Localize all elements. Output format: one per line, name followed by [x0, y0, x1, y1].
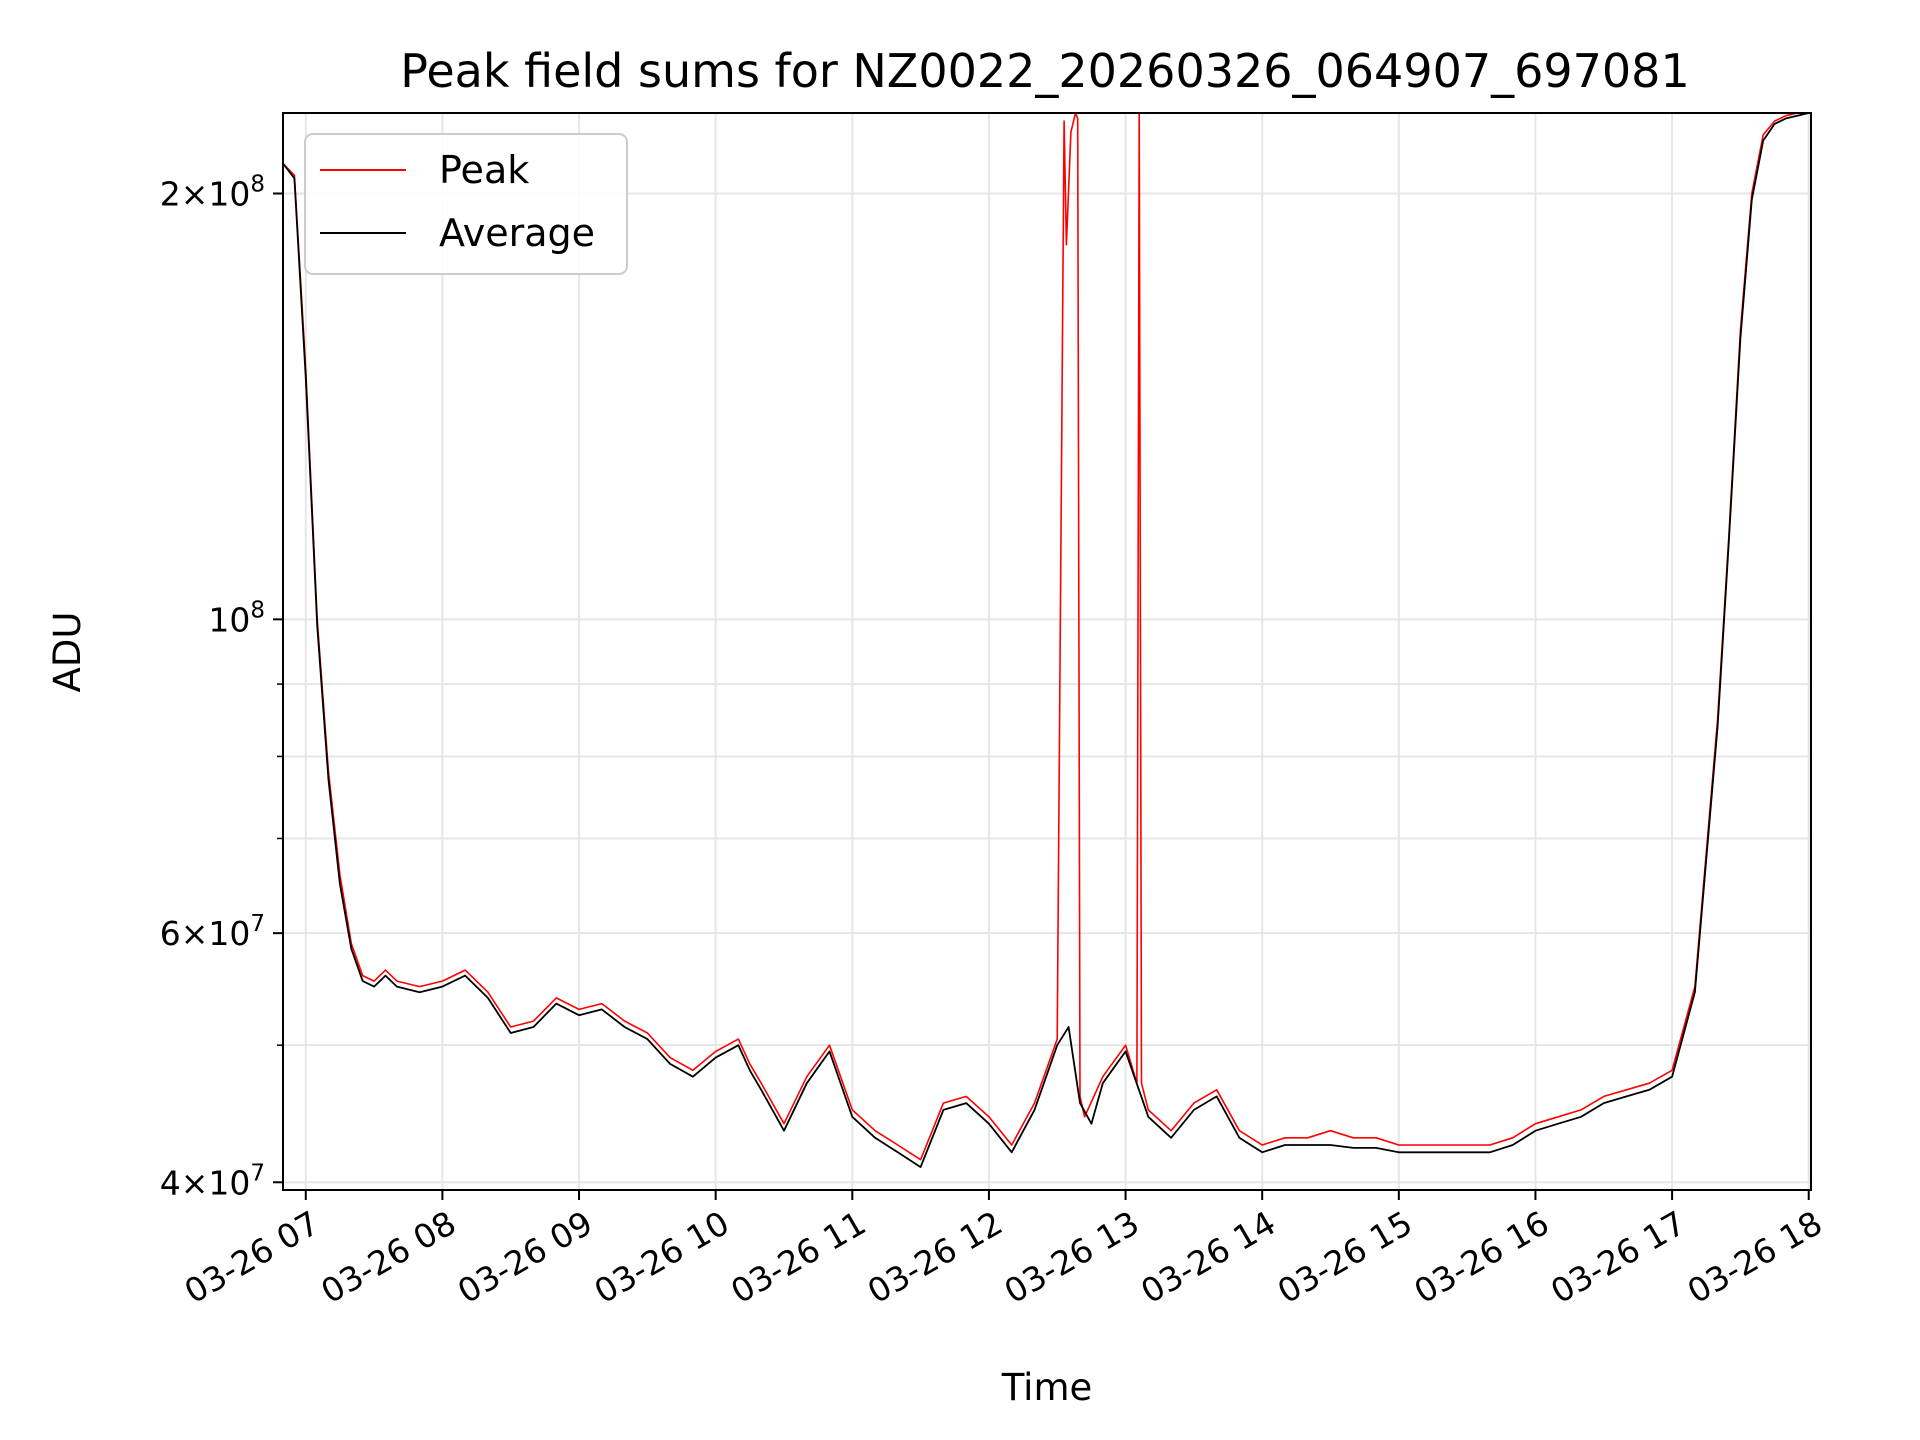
y-tick-mantissa: 6 [160, 914, 181, 953]
plot-frame [282, 112, 1812, 1191]
legend-peak-label: Peak [439, 148, 529, 192]
y-tick-mantissa: 2 [160, 174, 181, 213]
y-tick-label: 6×107 [160, 911, 265, 953]
y-tick-base: 10 [208, 914, 250, 953]
series-line-average [282, 112, 1809, 1168]
y-tick-exponent: 7 [250, 911, 265, 937]
y-tick-base: 10 [208, 1163, 250, 1202]
y-tick-label: 108 [208, 597, 265, 639]
y-tick-exponent: 8 [250, 597, 265, 623]
y-tick-multiply: × [181, 1163, 209, 1202]
y-tick-exponent: 8 [250, 171, 265, 197]
legend: Peak Average [304, 133, 628, 275]
y-tick-base: 10 [208, 600, 250, 639]
y-tick-mantissa: 4 [160, 1163, 181, 1202]
grid-lines [283, 113, 1811, 1190]
y-tick-exponent: 7 [250, 1160, 265, 1186]
y-tick-multiply: × [181, 914, 209, 953]
y-tick-base: 10 [208, 174, 250, 213]
x-axis-label: Time [1001, 1366, 1093, 1409]
y-tick-multiply: × [181, 174, 209, 213]
chart-title: Peak field sums for NZ0022_20260326_0649… [400, 44, 1689, 98]
y-tick-label: 2×108 [160, 171, 265, 213]
y-axis-label: ADU [46, 612, 89, 693]
y-tick-label: 4×107 [160, 1160, 265, 1202]
legend-average-label: Average [439, 211, 595, 255]
series-lines [282, 112, 1809, 1168]
series-line-peak [282, 112, 1809, 1161]
